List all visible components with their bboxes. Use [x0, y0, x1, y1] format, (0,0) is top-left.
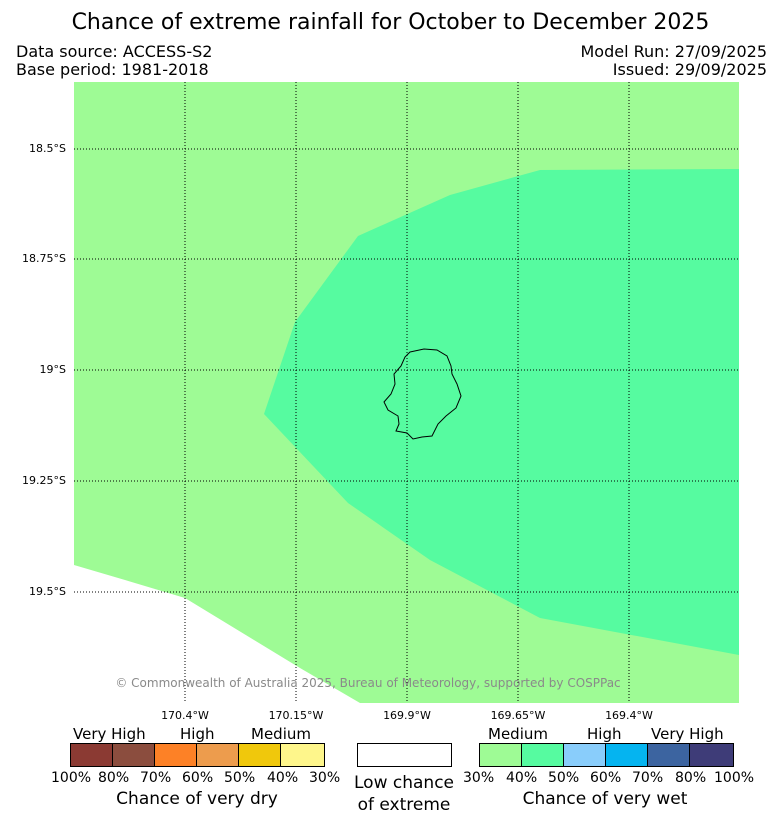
low-chance-caption-line2: of extreme [357, 795, 451, 815]
lat-label-18-5: 18.5°S [29, 142, 66, 155]
lon-label-169-65: 169.65°W [490, 709, 546, 722]
wet-tick-50: 50% [548, 770, 580, 786]
lon-label-170-15: 170.15°W [268, 709, 324, 722]
wet-caption: Chance of very wet [522, 789, 688, 809]
wet-level-high: High [587, 725, 622, 743]
wet-tick-70: 70% [632, 770, 664, 786]
lat-label-19-25: 19.25°S [22, 474, 66, 487]
wet-tick-100: 100% [714, 770, 755, 786]
lon-label-170-4: 170.4°W [161, 709, 209, 722]
lat-label-19: 19°S [39, 363, 66, 376]
lat-label-19-5: 19.5°S [29, 585, 66, 598]
dry-level-very-high: Very High [73, 725, 146, 743]
issued-date: Issued: 29/09/2025 [612, 60, 767, 79]
base-period: Base period: 1981-2018 [16, 60, 209, 79]
wet-swatch-high-1 [563, 743, 606, 767]
dry-tick-60: 60% [182, 770, 214, 786]
wet-tick-40: 40% [506, 770, 538, 786]
wet-level-medium: Medium [488, 725, 548, 743]
dry-tick-40: 40% [267, 770, 299, 786]
low-chance-swatch [357, 743, 452, 767]
region-medium-40-50 [264, 169, 739, 655]
wet-tick-80: 80% [675, 770, 707, 786]
dry-tick-30: 30% [309, 770, 341, 786]
wet-swatch-medium-2 [521, 743, 564, 767]
dry-level-high: High [180, 725, 215, 743]
wet-swatch-very-high-2 [689, 743, 734, 767]
data-source: Data source: ACCESS-S2 [16, 42, 213, 61]
dry-swatch-medium-1 [238, 743, 281, 767]
low-chance-caption-line1: Low chance [354, 773, 454, 793]
copyright-notice: © Commonwealth of Australia 2025, Bureau… [115, 676, 621, 690]
lon-label-169-4: 169.4°W [605, 709, 653, 722]
map-title: Chance of extreme rainfall for October t… [71, 10, 710, 35]
dry-swatch-very-high-2 [112, 743, 155, 767]
dry-tick-100: 100% [51, 770, 92, 786]
run-info: Model Run: 27/09/2025 Issued: 29/09/2025 [581, 43, 768, 79]
dry-tick-50: 50% [224, 770, 256, 786]
dry-swatch-medium-2 [280, 743, 325, 767]
wet-tick-60: 60% [590, 770, 622, 786]
lon-label-169-9: 169.9°W [383, 709, 431, 722]
model-run: Model Run: 27/09/2025 [580, 42, 768, 61]
dry-swatch-high-2 [196, 743, 239, 767]
dry-swatch-high-1 [154, 743, 197, 767]
wet-swatch-very-high-1 [647, 743, 690, 767]
lat-label-18-75: 18.75°S [22, 252, 66, 265]
data-info: Data source: ACCESS-S2 Base period: 1981… [16, 43, 212, 79]
wet-swatch-high-2 [605, 743, 648, 767]
dry-swatch-very-high-1 [70, 743, 113, 767]
wet-level-very-high: Very High [651, 725, 724, 743]
dry-tick-70: 70% [140, 770, 172, 786]
island-outline [383, 348, 462, 440]
dry-tick-80: 80% [98, 770, 130, 786]
wet-tick-30: 30% [463, 770, 495, 786]
wet-swatch-medium-1 [479, 743, 522, 767]
dry-caption: Chance of very dry [116, 789, 278, 809]
dry-level-medium: Medium [251, 725, 311, 743]
